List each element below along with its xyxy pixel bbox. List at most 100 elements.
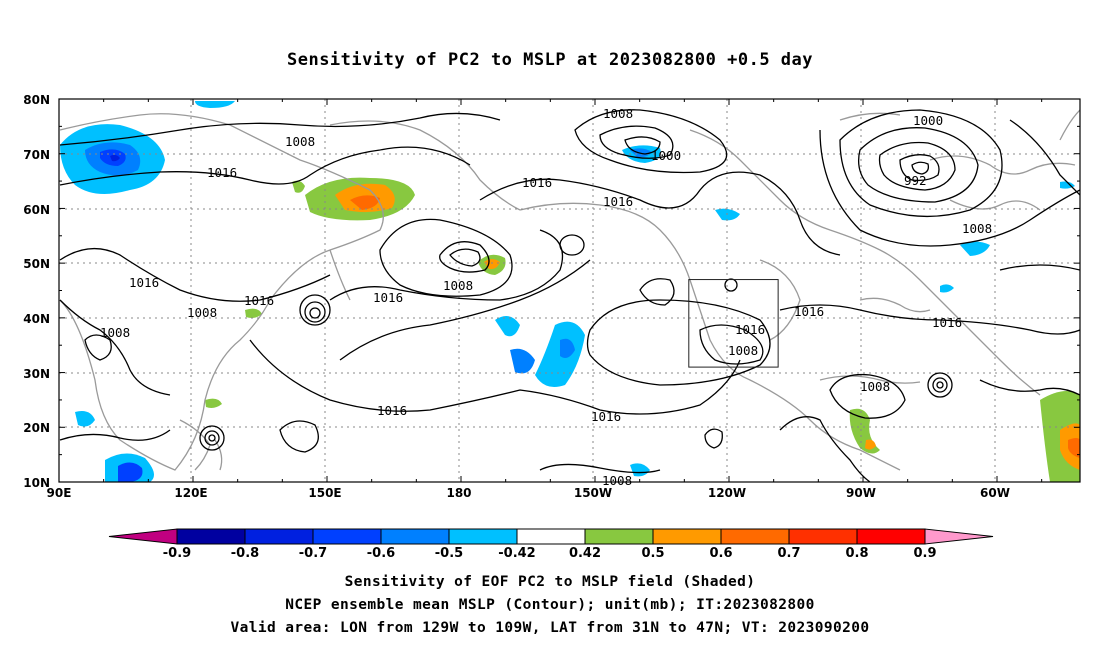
mslp-contour [449,248,481,267]
mslp-contour [1009,119,1080,196]
mslp-contour [586,299,771,386]
mslp-contour [479,171,841,256]
shaded-region [960,241,990,256]
coastline [329,249,351,301]
mslp-contour [932,377,948,393]
lon-tick-label: 90W [846,486,876,500]
mslp-contour [199,425,225,451]
mslp-contour [839,109,1003,218]
mslp-contour [59,112,501,146]
contour-label: 1016 [932,315,962,330]
mslp-contour [59,299,171,396]
coastline [1059,109,1080,141]
contour-label: 1008 [100,325,130,340]
shaded-region [940,284,954,293]
colorbar-label: 0.7 [777,546,800,561]
shaded-region [510,348,535,374]
mslp-contour [599,125,674,159]
lat-tick-label: 30N [23,367,50,381]
longitude-axis: 90E 120E 150E 180 150W 120W 90W 60W [47,486,1010,500]
mslp-contour [724,278,738,292]
mslp-contour-layer [59,109,1080,482]
coastline [949,199,1041,211]
colorbar-swatch [448,528,518,545]
colorbar-arrow-right [924,528,994,545]
colorbar-swatch [516,528,586,545]
coastline [689,129,1041,396]
lon-tick-label: 90E [47,486,72,500]
colorbar-swatch [176,528,246,545]
colorbar-label: -0.8 [231,546,259,561]
coastline [819,375,921,384]
colorbar-label: -0.6 [367,546,395,561]
mslp-contour [539,463,661,474]
coastline [929,155,1076,175]
colorbar-swatch [652,528,722,545]
contour-label: 1016 [129,275,159,290]
mslp-contour [439,241,490,273]
colorbar-label: -0.42 [498,546,535,561]
mslp-contour [857,127,979,203]
mslp-contour [878,141,956,191]
lat-tick-label: 80N [23,93,50,107]
contour-label: 1008 [187,305,217,320]
mslp-contour [304,301,326,323]
mslp-contour [624,136,661,155]
mslp-contour [329,229,564,301]
mslp-contour [574,109,728,174]
colorbar-label: -0.9 [163,546,191,561]
coastline [839,112,901,121]
shaded-region [195,101,235,108]
axis-ticks [58,98,1080,483]
lon-tick-label: 150E [308,486,341,500]
mslp-contour [59,429,171,441]
contour-label: 1008 [962,221,992,236]
lon-tick-label: 120E [174,486,207,500]
shaded-region [865,439,876,450]
shaded-region [292,180,305,193]
shaded-region [350,195,380,210]
lon-tick-label: 120W [708,486,746,500]
contour-label: 1016 [373,290,403,305]
contour-label: 1016 [603,194,633,209]
contour-label: 1008 [602,473,632,488]
caption-contour: NCEP ensemble mean MSLP (Contour); unit(… [285,597,815,613]
caption-shaded: Sensitivity of EOF PC2 to MSLP field (Sh… [344,574,756,590]
coastline [859,297,931,313]
shaded-region [245,308,262,318]
mslp-contour [999,264,1080,271]
contour-label: 1016 [591,409,621,424]
shaded-region [560,338,575,358]
contour-label: 1008 [603,106,633,121]
mslp-contour [911,161,930,175]
shaded-region [75,411,95,427]
mslp-contour [84,334,112,361]
lat-tick-label: 20N [23,421,50,435]
colorbar-label: -0.7 [299,546,327,561]
colorbar-swatch [856,528,926,545]
contour-label: 1008 [285,134,315,149]
colorbar-label: -0.5 [435,546,463,561]
contour-label: 1000 [651,148,681,163]
map-background [59,99,1080,482]
contour-label: 1008 [443,278,473,293]
mslp-contour [299,294,331,326]
contour-label: 1016 [522,175,552,190]
caption-valid-area: Valid area: LON from 129W to 109W, LAT f… [230,620,870,636]
shaded-region [1068,438,1080,458]
coastline [759,259,801,341]
contour-label: 1016 [244,293,274,308]
mslp-contour [59,247,331,302]
lat-tick-label: 10N [23,476,50,490]
mslp-contour [704,428,723,449]
mslp-contour [208,434,216,442]
shaded-region [118,462,143,482]
mslp-contour [639,278,675,306]
contour-label: 1016 [207,165,237,180]
coastline-layer [59,109,1080,471]
lon-tick-label: 150W [574,486,612,500]
colorbar-swatch [788,528,858,545]
mslp-contour [379,218,513,297]
colorbar-swatch [312,528,382,545]
